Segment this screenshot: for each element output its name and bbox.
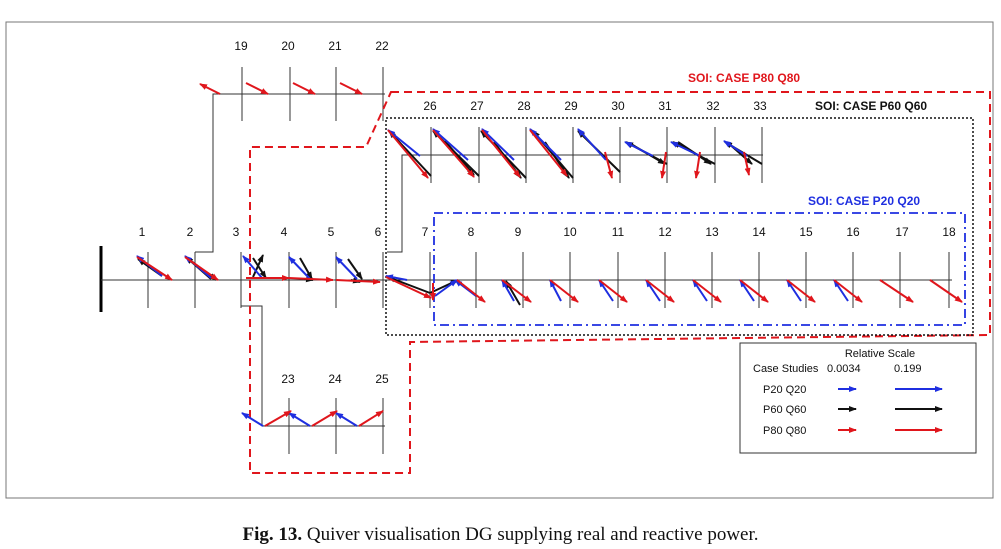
node-label-6: 6 <box>375 225 382 239</box>
node-label-33: 33 <box>753 99 767 113</box>
node-label-21: 21 <box>328 39 342 53</box>
node-label-7: 7 <box>422 225 429 239</box>
arrows-p80 <box>136 82 963 427</box>
node-labels: 1 2 3 4 5 6 7 8 9 10 11 12 13 14 15 16 1… <box>139 39 956 386</box>
legend-row-p60: P60 Q60 <box>763 404 806 416</box>
node-label-8: 8 <box>468 225 475 239</box>
node-label-3: 3 <box>233 225 240 239</box>
node-label-19: 19 <box>234 39 248 53</box>
node-label-2: 2 <box>187 225 194 239</box>
node-label-4: 4 <box>281 225 288 239</box>
legend-min-value: 0.0034 <box>827 363 861 375</box>
node-label-23: 23 <box>281 372 295 386</box>
node-label-22: 22 <box>375 39 389 53</box>
legend-row-p20: P20 Q20 <box>763 384 806 396</box>
soi-label-p20: SOI: CASE P20 Q20 <box>808 194 920 208</box>
soi-boundary-p60 <box>385 117 974 336</box>
legend-case-studies-label: Case Studies <box>753 363 819 375</box>
soi-boundary-p20 <box>433 212 966 326</box>
legend: Relative Scale Case Studies 0.0034 0.199… <box>739 342 977 454</box>
node-label-5: 5 <box>328 225 335 239</box>
node-label-13: 13 <box>705 225 719 239</box>
node-label-32: 32 <box>706 99 720 113</box>
node-label-10: 10 <box>563 225 577 239</box>
node-label-27: 27 <box>470 99 484 113</box>
node-label-16: 16 <box>846 225 860 239</box>
node-label-18: 18 <box>942 225 956 239</box>
node-label-25: 25 <box>375 372 389 386</box>
node-label-28: 28 <box>517 99 531 113</box>
node-label-31: 31 <box>658 99 672 113</box>
legend-max-value: 0.199 <box>894 363 922 375</box>
node-label-14: 14 <box>752 225 766 239</box>
node-label-26: 26 <box>423 99 437 113</box>
arrows-p60 <box>137 130 763 306</box>
node-label-29: 29 <box>564 99 578 113</box>
node-label-1: 1 <box>139 225 146 239</box>
figure-caption: Fig. 13. Quiver visualisation DG supplyi… <box>0 524 1001 546</box>
node-label-17: 17 <box>895 225 909 239</box>
node-label-20: 20 <box>281 39 295 53</box>
node-label-12: 12 <box>658 225 672 239</box>
network-lines <box>99 67 952 454</box>
figure-caption-label: Fig. 13. <box>242 524 303 545</box>
soi-label-p60: SOI: CASE P60 Q60 <box>815 99 927 113</box>
legend-title: Relative Scale <box>845 348 915 360</box>
node-label-15: 15 <box>799 225 813 239</box>
soi-boundary-p80 <box>249 91 991 474</box>
node-label-24: 24 <box>328 372 342 386</box>
node-label-30: 30 <box>611 99 625 113</box>
figure-frame <box>5 21 994 499</box>
node-label-9: 9 <box>515 225 522 239</box>
legend-row-p80: P80 Q80 <box>763 425 806 437</box>
node-label-11: 11 <box>612 225 625 239</box>
figure-caption-text: Quiver visualisation DG supplying real a… <box>306 524 759 545</box>
soi-label-p80: SOI: CASE P80 Q80 <box>688 71 800 85</box>
